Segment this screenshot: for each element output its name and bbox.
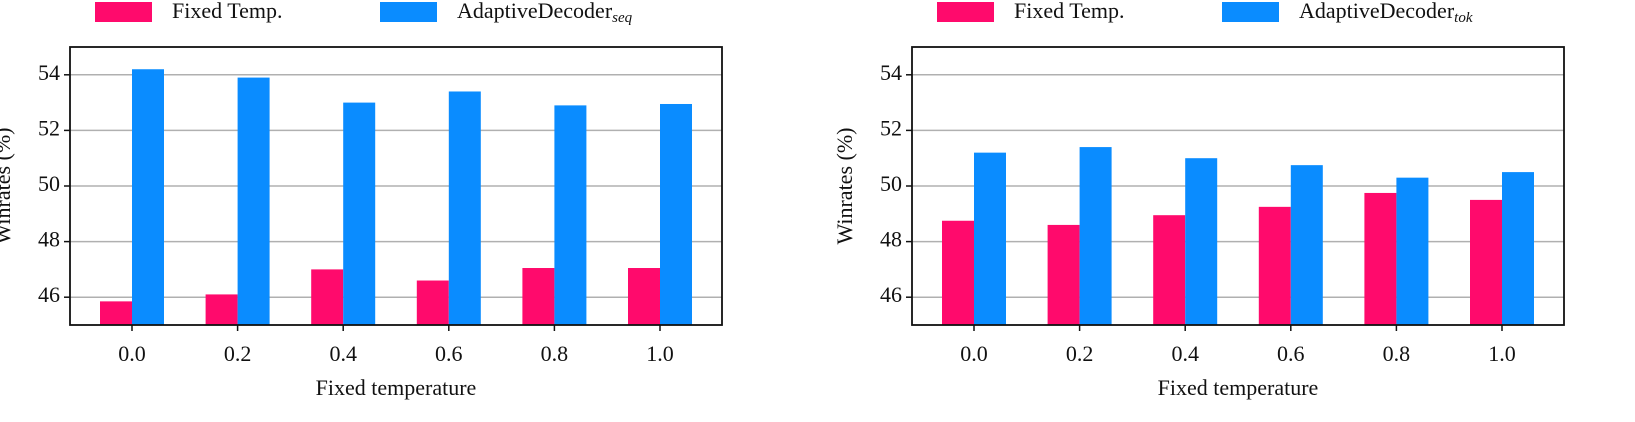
bar — [132, 69, 164, 326]
legend-subscript: seq — [612, 10, 632, 26]
bar — [554, 105, 587, 325]
bar — [1364, 192, 1397, 325]
y-tick-label: 52 — [880, 115, 902, 140]
legend-text: Fixed Temp. — [172, 0, 283, 23]
legend-subscript: tok — [1454, 10, 1473, 26]
x-tick-label: 0.4 — [329, 341, 357, 366]
bar — [942, 220, 974, 325]
x-tick-label: 0.8 — [1383, 341, 1411, 366]
x-tick-label: 1.0 — [1488, 341, 1516, 366]
legend-label: AdaptiveDecodertok — [1299, 0, 1473, 26]
bar — [311, 269, 344, 325]
y-tick-label: 46 — [38, 282, 60, 307]
bar — [1079, 147, 1112, 325]
bar — [416, 280, 449, 325]
legend-label: AdaptiveDecoderseq — [457, 0, 633, 26]
x-tick-label: 0.6 — [435, 341, 463, 366]
bar — [1185, 158, 1218, 325]
legend-label: Fixed Temp. — [1014, 0, 1125, 23]
y-tick-label: 46 — [880, 282, 902, 307]
bar — [1502, 172, 1534, 325]
bar — [1470, 199, 1502, 325]
y-tick-label: 54 — [880, 60, 902, 85]
plot-frame — [69, 46, 723, 326]
bar — [237, 77, 270, 325]
y-tick-label: 48 — [38, 227, 60, 252]
bar — [343, 102, 376, 325]
legend-swatch — [937, 2, 994, 22]
x-axis-label: Fixed temperature — [316, 375, 477, 400]
bar — [100, 301, 132, 325]
plot-frame — [911, 46, 1565, 326]
y-tick-label: 52 — [38, 115, 60, 140]
y-axis-label: Winrates (%) — [0, 127, 15, 244]
x-tick-label: 0.2 — [224, 341, 252, 366]
bar — [974, 152, 1006, 325]
y-tick-label: 50 — [38, 171, 60, 196]
legend-swatch — [1222, 2, 1279, 22]
x-tick-label: 0.2 — [1066, 341, 1094, 366]
bar — [1290, 165, 1323, 325]
legend-swatch — [95, 2, 152, 22]
y-axis-label: Winrates (%) — [832, 127, 857, 244]
x-tick-label: 0.0 — [118, 341, 146, 366]
legend-text: AdaptiveDecoder — [457, 0, 613, 23]
bar — [448, 91, 481, 325]
legend-label: Fixed Temp. — [172, 0, 283, 23]
x-tick-label: 0.0 — [960, 341, 988, 366]
legend-text: Fixed Temp. — [1014, 0, 1125, 23]
y-tick-label: 48 — [880, 227, 902, 252]
bar — [1153, 215, 1186, 325]
legend-text: AdaptiveDecoder — [1299, 0, 1455, 23]
bar — [628, 268, 660, 325]
x-tick-label: 1.0 — [646, 341, 674, 366]
x-axis-label: Fixed temperature — [1158, 375, 1319, 400]
bar — [522, 268, 555, 325]
bar — [1258, 206, 1291, 325]
y-tick-label: 50 — [880, 171, 902, 196]
bar — [660, 103, 692, 326]
legend-swatch — [380, 2, 437, 22]
bar — [205, 294, 238, 325]
x-tick-label: 0.8 — [541, 341, 569, 366]
y-tick-label: 54 — [38, 60, 60, 85]
x-tick-label: 0.4 — [1171, 341, 1199, 366]
bar — [1396, 177, 1429, 325]
x-tick-label: 0.6 — [1277, 341, 1305, 366]
bar — [1047, 224, 1080, 325]
